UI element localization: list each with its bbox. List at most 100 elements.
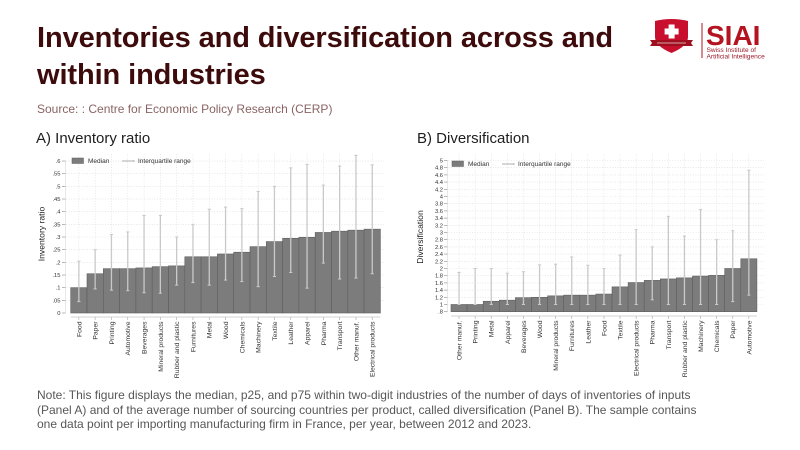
whisker-iqr	[256, 190, 260, 288]
whisker-iqr	[570, 256, 574, 305]
whisker-iqr	[489, 268, 493, 305]
whisker-iqr	[289, 167, 293, 273]
y-tick-label: 1.6	[435, 281, 443, 287]
x-category-label: Wood	[223, 321, 230, 339]
x-category-label: Machinery	[256, 321, 263, 353]
whisker-iqr	[698, 208, 703, 305]
whisker-iqr	[731, 230, 735, 303]
x-category-label: Electrical products	[370, 321, 377, 377]
y-tick-label: 2.8	[435, 238, 443, 244]
footnote-line-2: (Panel A) and of the average number of s…	[37, 402, 697, 417]
whisker-iqr	[191, 223, 195, 284]
x-category-label: Printing	[473, 320, 480, 343]
x-category-label: Transport	[337, 321, 344, 350]
footnote-line-3: one data point per importing manufacturi…	[37, 417, 532, 431]
whisker-iqr	[505, 272, 509, 305]
y-tick-label: .25	[52, 248, 60, 254]
x-category-label: Beverages	[141, 321, 148, 354]
y-tick-label: .3	[56, 235, 61, 241]
whisker-iqr	[272, 185, 277, 278]
x-category-label: Food	[601, 320, 608, 336]
x-category-label: Rubber and plastic	[174, 321, 181, 378]
y-tick-label: 2.4	[435, 252, 444, 258]
x-category-label: Leather	[585, 320, 592, 344]
y-tick-label: 4.8	[435, 166, 443, 172]
whisker-iqr	[240, 208, 244, 283]
source-caption: Source: : Centre for Economic Policy Res…	[37, 102, 333, 116]
y-tick-label: 3	[440, 231, 443, 237]
x-category-label: Textile	[272, 321, 279, 340]
whisker-iqr	[650, 246, 654, 301]
x-category-label: Pharma	[321, 321, 328, 345]
y-tick-label: 1.4	[435, 288, 444, 294]
y-tick-label: 3.6	[435, 209, 443, 215]
footnote: Note: This figure displays the median, p…	[37, 388, 777, 432]
whisker-iqr	[666, 215, 670, 305]
panel-b-chart: .81 1.21.41.61.82 2.22.42.62.83 3.23.43.63.…	[415, 154, 764, 377]
panel-b-title: B) Diversification	[417, 130, 530, 147]
y-tick-label: 3.8	[435, 202, 443, 208]
y-tick-label: 4.6	[435, 173, 443, 179]
y-tick-label: 4.2	[435, 187, 443, 193]
page-title-line-1: Inventories and diversification across a…	[37, 22, 613, 54]
y-tick-label: .4	[56, 210, 62, 216]
legend-label-iqr: Interquartile range	[138, 158, 191, 165]
whisker-iqr	[223, 206, 228, 281]
y-tick-label: .15	[52, 273, 60, 279]
whisker-iqr	[747, 169, 751, 296]
shield-swiss-cross-icon	[650, 19, 693, 53]
whisker-iqr	[126, 231, 130, 292]
y-tick-label: .35	[52, 222, 60, 228]
page-title-line-2: within industries	[37, 58, 266, 91]
y-axis-title: Inventory ratio	[37, 207, 47, 262]
whisker-iqr	[77, 260, 81, 303]
x-category-label: Mineral products	[553, 320, 560, 371]
whisker-iqr	[305, 163, 309, 289]
whisker-iqr	[554, 263, 558, 305]
y-tick-label: .45	[52, 197, 60, 203]
x-category-label: Wood	[537, 320, 544, 338]
whisker-iqr	[109, 233, 114, 291]
y-tick-label: 0	[57, 311, 60, 317]
x-category-label: Textile	[617, 320, 624, 339]
x-category-label: Apparel	[505, 320, 512, 344]
whisker-iqr	[321, 184, 325, 264]
siai-logo: SIAI Swiss Institute of Artificial Intel…	[650, 19, 765, 61]
x-category-label: Paper	[93, 321, 100, 340]
x-category-label: Automotive	[746, 320, 753, 354]
x-category-label: Chemicals	[239, 321, 246, 353]
x-category-label: Paper	[730, 320, 737, 339]
whisker-iqr	[682, 235, 687, 305]
whisker-iqr	[175, 236, 179, 286]
y-tick-label: .1	[56, 286, 61, 292]
panel-a-title: A) Inventory ratio	[36, 130, 151, 147]
x-category-label: Other manuf.	[353, 321, 360, 361]
y-tick-label: 4	[440, 195, 444, 201]
y-axis-title: Diversification	[415, 210, 425, 264]
x-category-label: Furnitures	[190, 321, 197, 352]
x-category-label: Printing	[109, 321, 116, 344]
legend-label-iqr: Interquartile range	[518, 161, 571, 168]
y-tick-label: 2	[440, 267, 443, 273]
whisker-iqr	[634, 229, 638, 305]
x-category-label: Electrical products	[634, 320, 641, 376]
panel-a-chart: 0 .05 .1 .15 .2 .25 .3 .35 .4 .45 .5 .55 .6 Inventory…	[37, 154, 385, 378]
x-category-label: Transport	[666, 320, 673, 349]
x-category-label: Pharma	[650, 320, 657, 344]
x-category-label: Rubber and plastic	[682, 320, 689, 377]
y-tick-label: 1.2	[435, 295, 443, 301]
whisker-iqr	[473, 268, 477, 305]
y-tick-label: .05	[52, 298, 60, 304]
legend-swatch-median	[451, 160, 464, 167]
whisker-iqr	[602, 268, 606, 305]
chart-legend: Median Interquartile range	[451, 160, 571, 168]
y-tick-label: 3.2	[435, 223, 443, 229]
whisker-iqr	[618, 254, 622, 305]
x-category-label: Mineral products	[158, 321, 165, 372]
chart-legend: Median Interquartile range	[71, 157, 191, 165]
x-category-label: Food	[76, 321, 83, 337]
y-tick-label: .6	[56, 159, 61, 165]
x-category-label: Leather	[288, 321, 295, 345]
legend-swatch-median	[71, 157, 84, 164]
